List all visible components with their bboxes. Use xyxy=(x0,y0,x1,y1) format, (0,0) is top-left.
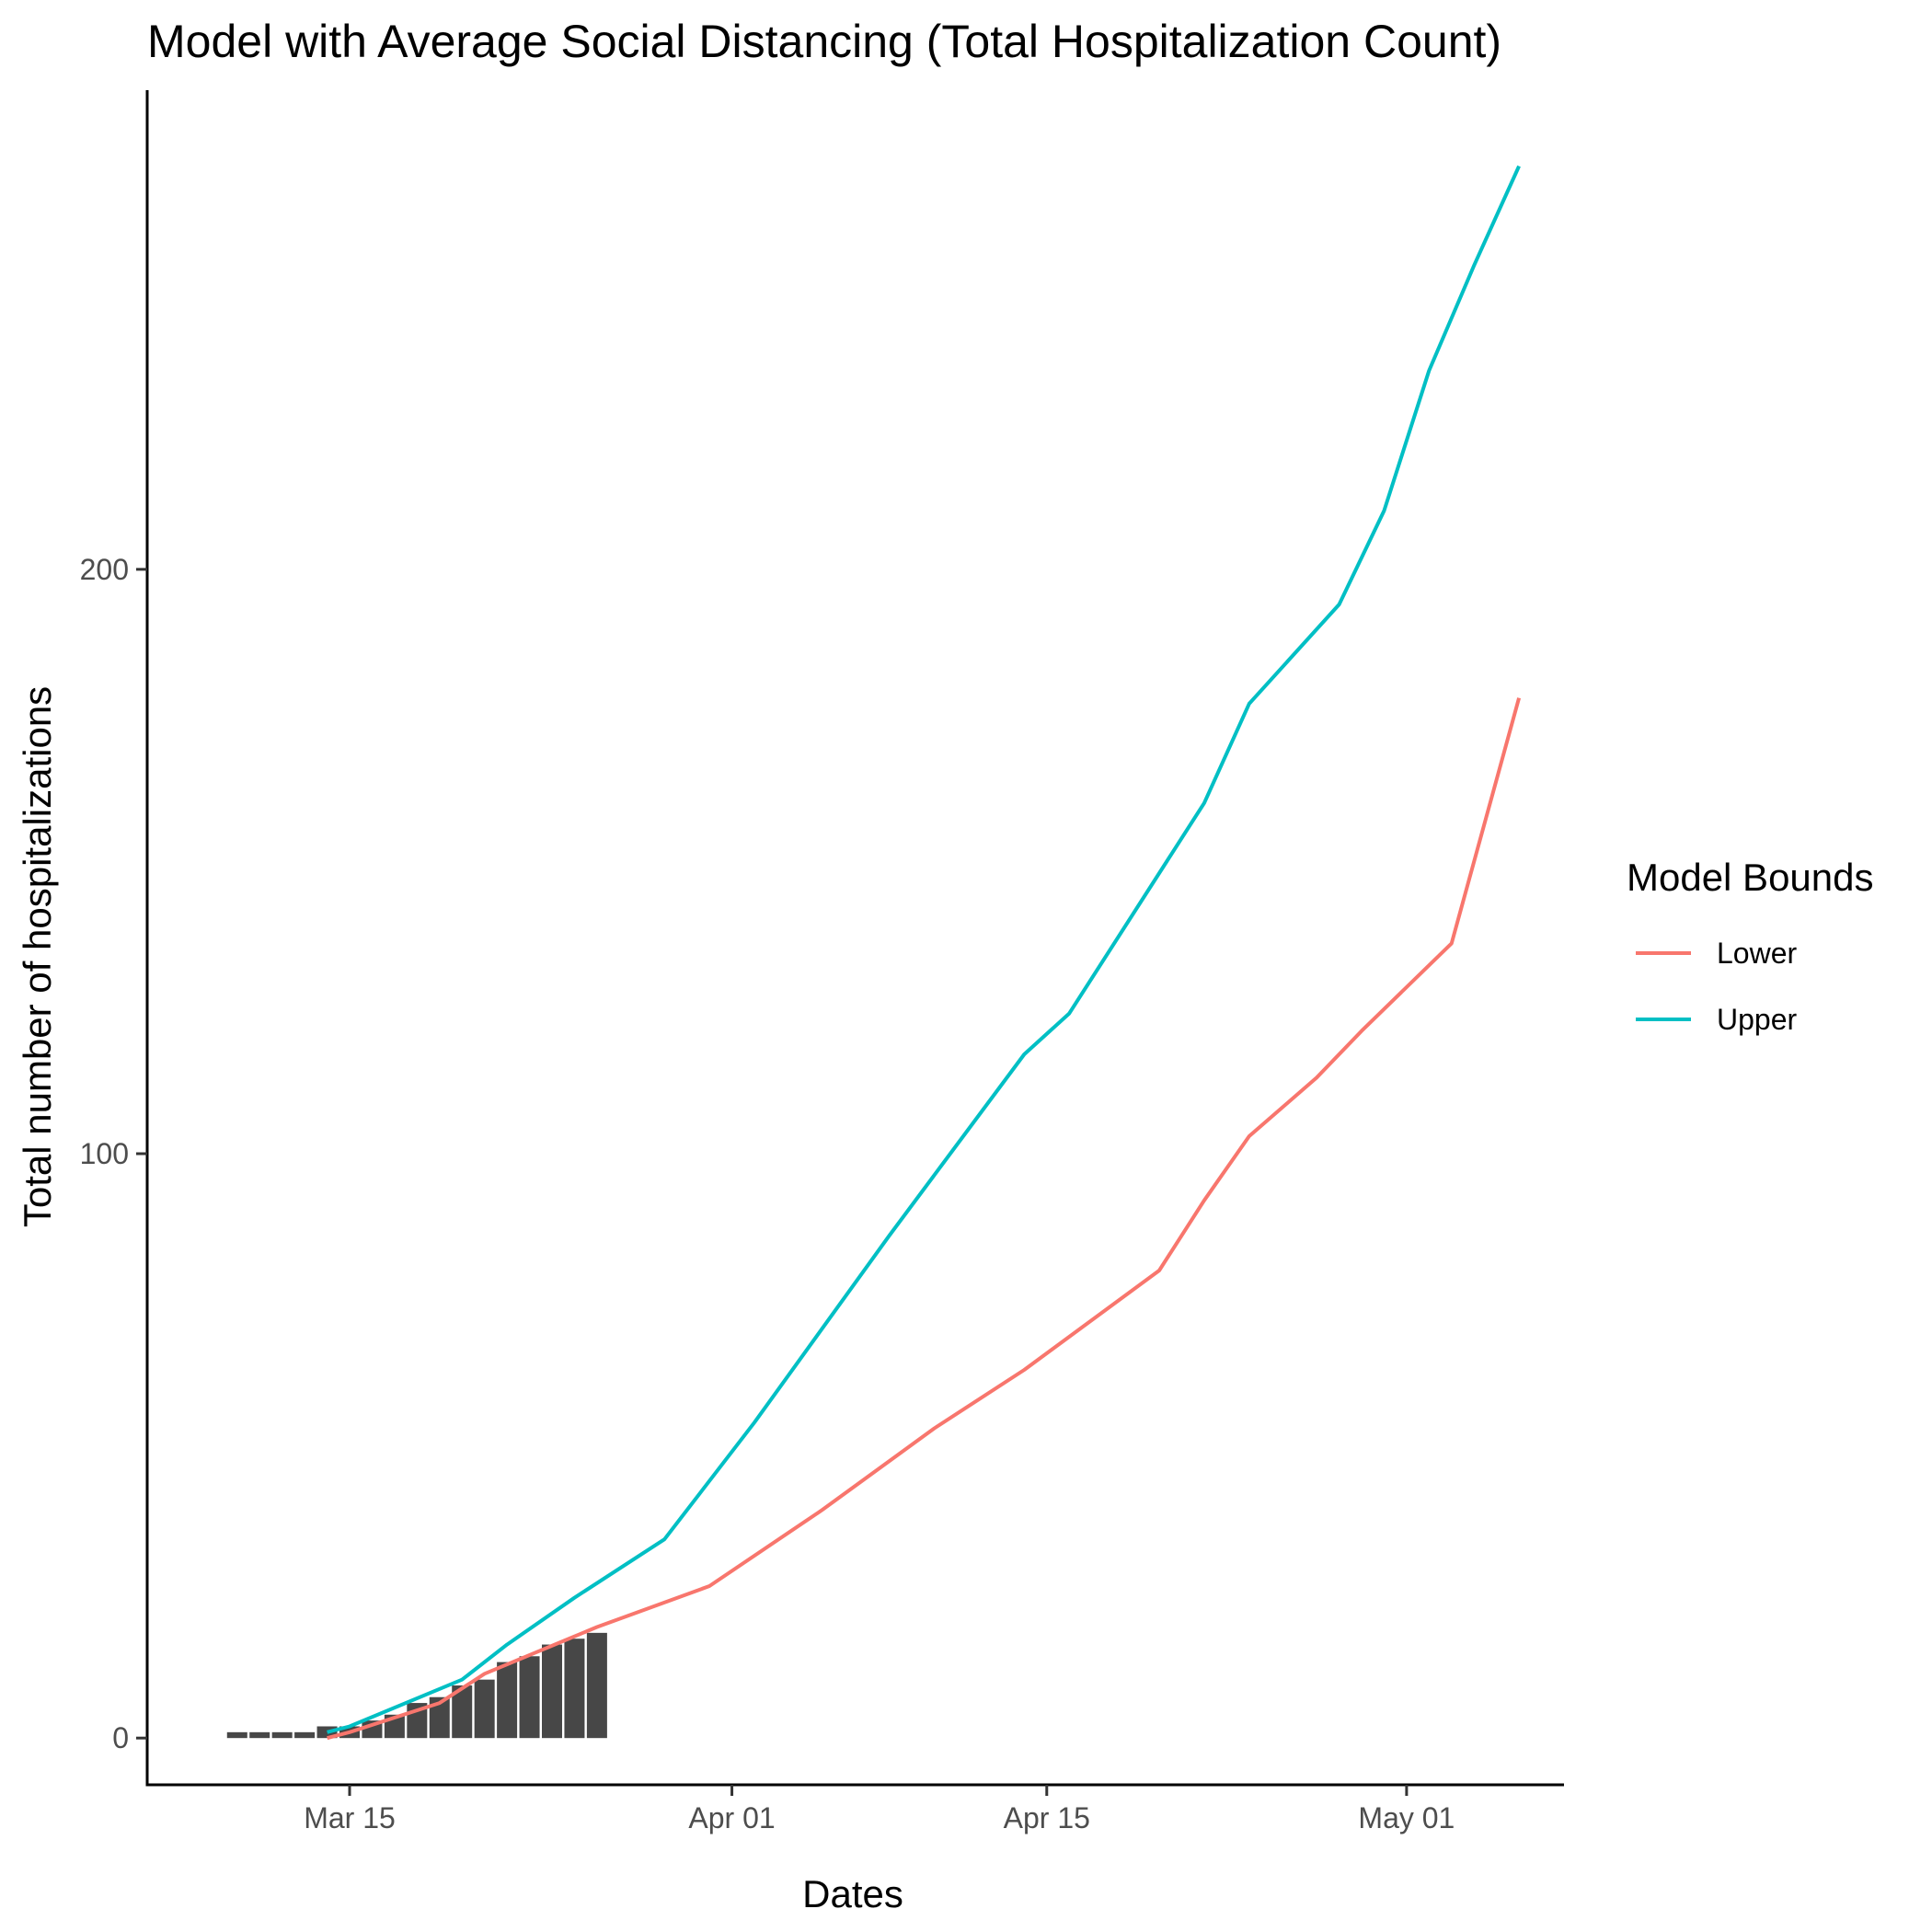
bar-2020-03-20 xyxy=(452,1685,473,1739)
bar-2020-03-21 xyxy=(474,1679,495,1739)
axes-group xyxy=(145,90,1564,1787)
y-tick-label-0: 0 xyxy=(112,1721,129,1754)
bar-2020-03-10 xyxy=(226,1731,247,1739)
chart-title: Model with Average Social Distancing (To… xyxy=(147,16,1501,67)
legend-label-lower: Lower xyxy=(1717,937,1798,970)
bar-2020-03-12 xyxy=(271,1731,293,1739)
series-line-upper xyxy=(327,165,1521,1734)
y-axis-title: Total number of hospitalizations xyxy=(16,686,59,1227)
series-lines-group xyxy=(327,165,1522,1741)
bar-2020-03-22 xyxy=(497,1662,518,1739)
bar-2020-03-25 xyxy=(564,1639,585,1739)
bar-2020-03-19 xyxy=(429,1696,450,1739)
legend-title: Model Bounds xyxy=(1627,856,1874,899)
series-line-lower xyxy=(327,697,1522,1741)
x-tick-label-2020-03-15: Mar 15 xyxy=(304,1801,396,1834)
legend-label-upper: Upper xyxy=(1717,1003,1798,1036)
legend: Model Bounds Lower Upper xyxy=(1627,856,1874,1036)
bar-2020-03-11 xyxy=(249,1731,270,1739)
x-tick-label-2020-04-15: Apr 15 xyxy=(1004,1801,1090,1834)
bar-2020-03-26 xyxy=(586,1632,607,1739)
y-tick-label-200: 200 xyxy=(80,553,129,586)
ticks-group: 0 100 200 Mar 15 Apr 01 Apr 15 May 01 xyxy=(80,553,1455,1834)
y-tick-label-100: 100 xyxy=(80,1137,129,1170)
x-tick-label-2020-04-01: Apr 01 xyxy=(688,1801,775,1834)
x-axis-title: Dates xyxy=(802,1872,903,1915)
bar-2020-03-13 xyxy=(294,1731,316,1739)
bar-2020-03-24 xyxy=(542,1644,562,1739)
bars-group xyxy=(226,1632,607,1739)
bar-2020-03-23 xyxy=(519,1656,540,1739)
x-tick-label-2020-05-01: May 01 xyxy=(1358,1801,1455,1834)
